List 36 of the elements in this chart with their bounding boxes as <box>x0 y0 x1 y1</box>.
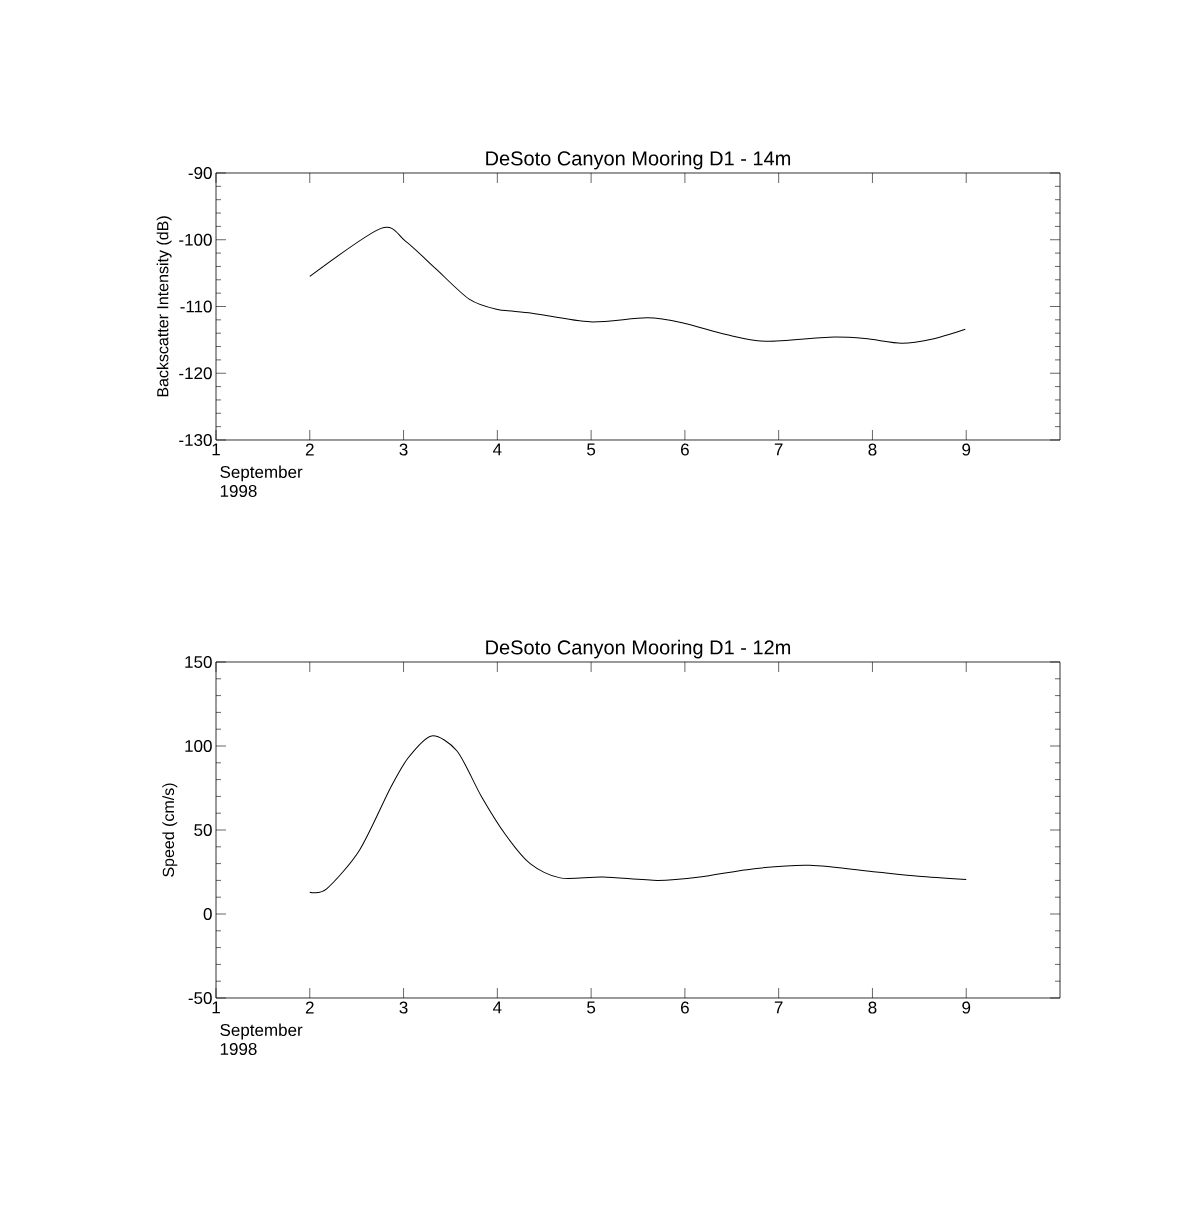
x-tick-label: 2 <box>305 1001 314 1014</box>
y-tick-label: 0 <box>203 907 212 921</box>
x-tick-label: 4 <box>493 443 502 456</box>
x-tick-label: 8 <box>868 443 877 456</box>
y-tick-label: 150 <box>185 655 212 669</box>
x-axis-title: September 1998 <box>220 1023 303 1056</box>
x-tick-label: 1 <box>212 443 220 456</box>
x-tick-label: 2 <box>305 443 314 456</box>
y-tick-label: 100 <box>185 739 212 753</box>
y-tick-label: -110 <box>180 300 212 313</box>
x-tick-label: 5 <box>587 1001 596 1014</box>
x-tick-label: 7 <box>774 1001 783 1014</box>
x-tick-label: 6 <box>681 1001 689 1014</box>
x-tick-label: 1 <box>212 1001 220 1014</box>
y-tick-label: -90 <box>188 166 212 180</box>
chart-title: DeSoto Canyon Mooring D1 - 12m <box>486 639 791 659</box>
x-tick-label: 8 <box>868 1001 877 1014</box>
x-tick-label: 6 <box>681 443 689 456</box>
x-tick-label: 3 <box>399 443 408 456</box>
y-tick-label: -120 <box>179 367 212 380</box>
y-tick-label: -100 <box>179 233 212 246</box>
x-tick-label: 5 <box>587 443 596 456</box>
x-tick-label: 9 <box>962 443 971 456</box>
y-tick-label: 50 <box>194 823 212 837</box>
x-tick-label: 9 <box>962 1001 971 1014</box>
chart-title: DeSoto Canyon Mooring D1 - 14m <box>486 150 791 170</box>
x-tick-label: 3 <box>399 1001 408 1014</box>
line-series <box>309 735 967 893</box>
y-tick-label: -50 <box>188 991 212 1005</box>
line-series <box>309 227 966 344</box>
y-axis-title: Backscatter Intensity (dB) <box>156 216 172 397</box>
x-axis-title: September 1998 <box>220 465 303 498</box>
x-tick-label: 4 <box>493 1001 502 1014</box>
y-axis-title: Speed (cm/s) <box>162 783 178 877</box>
x-tick-label: 7 <box>774 443 783 456</box>
y-tick-label: -130 <box>179 433 212 447</box>
